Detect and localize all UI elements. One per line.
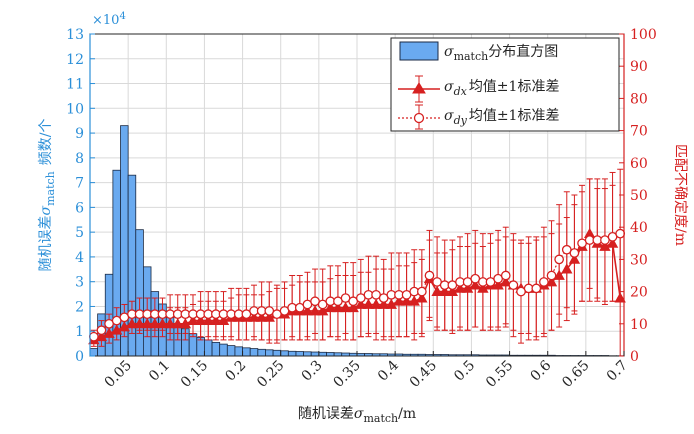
dy-marker: [615, 228, 626, 239]
dy-marker: [531, 283, 542, 294]
legend-dy-marker: [398, 104, 440, 130]
left-tick-label: 5: [75, 225, 84, 241]
histogram-bar: [265, 349, 274, 357]
legend-entry-dy: σdy 均值±1标准差: [444, 108, 559, 127]
histogram-bar: [272, 349, 282, 357]
histogram-bar: [287, 350, 297, 357]
legend-entry-dx: σdx 均值±1标准差: [444, 79, 559, 98]
right-tick-label: 90: [630, 59, 648, 75]
right-axis-label: 匹配不确定度/m: [672, 144, 688, 246]
x-axis-label: 随机误差σmatch/m: [298, 406, 416, 425]
histogram-bar: [219, 343, 228, 357]
dy-marker: [96, 325, 107, 336]
left-axis-exponent: ×104: [92, 11, 126, 28]
left-tick-label: 0: [75, 349, 84, 365]
histogram-bar: [257, 348, 266, 357]
histogram-bar: [249, 348, 259, 357]
legend-bar-swatch: [399, 41, 439, 61]
histogram-bar: [226, 345, 236, 357]
left-axis-label: 随机误差σmatch频数/个: [38, 119, 57, 272]
dy-marker: [424, 270, 435, 281]
left-tick-label: 2: [75, 299, 84, 315]
histogram-bar: [303, 351, 312, 357]
right-tick-label: 80: [630, 91, 648, 107]
left-tick-label: 3: [75, 275, 84, 291]
dy-marker: [500, 270, 511, 281]
histogram-bar: [89, 348, 99, 357]
right-tick-label: 60: [630, 156, 648, 172]
right-tick-label: 50: [630, 188, 648, 204]
histogram-bar: [234, 346, 243, 357]
legend-dx-marker: [398, 75, 440, 103]
left-tick-label: 10: [66, 101, 84, 117]
right-tick-label: 100: [630, 27, 657, 43]
histogram-bar: [318, 351, 327, 357]
histogram-bar: [242, 347, 251, 357]
histogram-bar: [135, 229, 144, 357]
histogram-bar: [295, 351, 305, 357]
right-tick-label: 0: [630, 349, 639, 365]
histogram-bar: [280, 350, 289, 357]
left-tick-label: 12: [66, 52, 84, 68]
dy-marker: [546, 270, 557, 281]
left-tick-label: 9: [75, 126, 84, 142]
dy-marker: [554, 254, 565, 265]
dy-marker: [569, 248, 580, 258]
left-tick-label: 1: [75, 324, 84, 340]
left-tick-label: 7: [75, 176, 84, 192]
dy-marker: [416, 286, 427, 297]
right-tick-label: 40: [630, 220, 648, 236]
left-tick-label: 8: [75, 151, 84, 167]
legend: σmatch分布直方图 σdx 均值±1标准差 σdy 均值±1标准差: [390, 37, 620, 132]
legend-entry-histogram: σmatch分布直方图: [444, 43, 558, 63]
right-tick-label: 20: [630, 285, 648, 301]
left-tick-label: 4: [75, 250, 84, 266]
right-tick-label: 30: [630, 252, 648, 268]
histogram-bar: [204, 339, 213, 357]
dy-marker: [88, 331, 99, 342]
left-tick-label: 13: [66, 27, 84, 43]
left-tick-label: 11: [66, 77, 84, 93]
right-tick-label: 70: [630, 124, 648, 140]
dy-marker: [508, 280, 519, 291]
histogram-bar: [326, 352, 335, 357]
dy-series: [88, 168, 626, 344]
histogram-bar: [211, 341, 221, 357]
histogram-bar: [310, 351, 320, 357]
right-tick-label: 10: [630, 317, 648, 333]
dy-marker: [539, 277, 549, 287]
left-tick-label: 6: [75, 200, 84, 216]
